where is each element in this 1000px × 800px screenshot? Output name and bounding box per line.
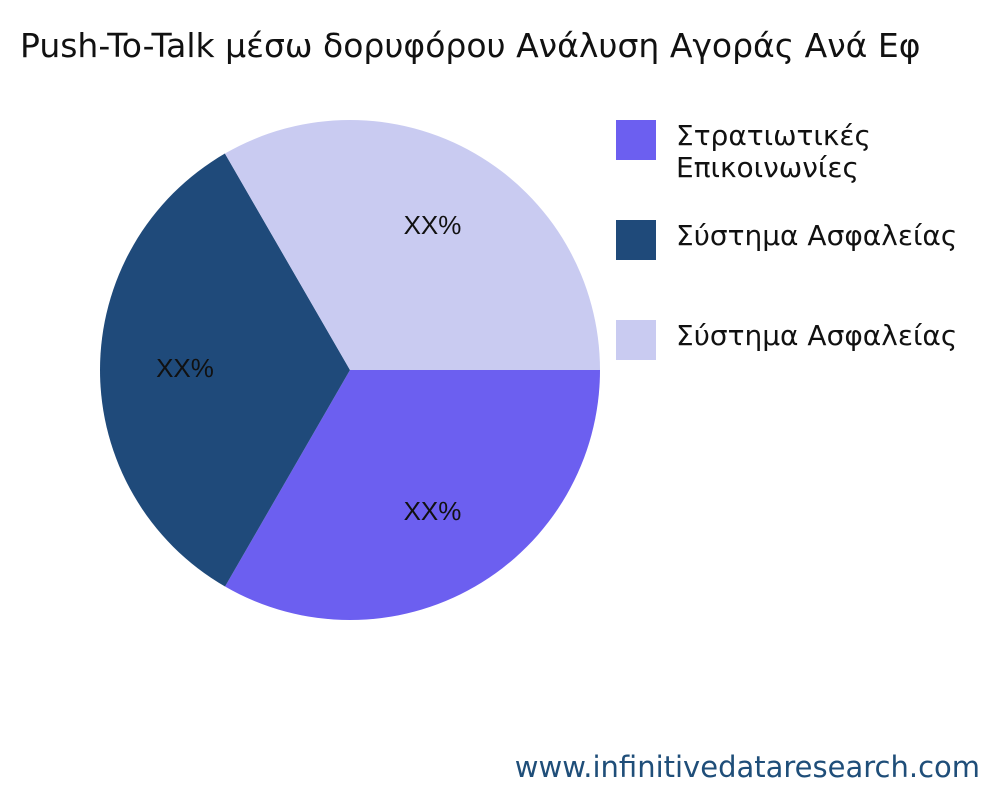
slice-data-label: XX% xyxy=(404,496,462,526)
legend-label: Στρατιωτικές Επικοινωνίες xyxy=(676,119,871,184)
legend-swatch xyxy=(616,220,656,260)
pie-slice[interactable] xyxy=(100,153,350,587)
slice-data-label: XX% xyxy=(156,353,214,383)
legend-item-military-communications[interactable]: Στρατιωτικές Επικοινωνίες xyxy=(616,118,996,218)
legend: Στρατιωτικές Επικοινωνίες Σύστημα Ασφαλε… xyxy=(616,118,996,418)
legend-swatch xyxy=(616,120,656,160)
legend-swatch xyxy=(616,320,656,360)
pie-slice[interactable] xyxy=(225,370,600,621)
legend-item-security-system-2[interactable]: Σύστημα Ασφαλείας xyxy=(616,318,996,418)
legend-label: Σύστημα Ασφαλείας xyxy=(676,219,958,252)
watermark-url: www.infinitivedataresearch.com xyxy=(514,750,980,784)
chart-title: Push-To-Talk μέσω δορυφόρου Ανάλυση Αγορ… xyxy=(20,26,921,65)
pie-slice[interactable] xyxy=(224,119,601,371)
slice-data-label: XX% xyxy=(404,210,462,240)
legend-label: Σύστημα Ασφαλείας xyxy=(676,319,958,352)
legend-item-security-system[interactable]: Σύστημα Ασφαλείας xyxy=(616,218,996,318)
